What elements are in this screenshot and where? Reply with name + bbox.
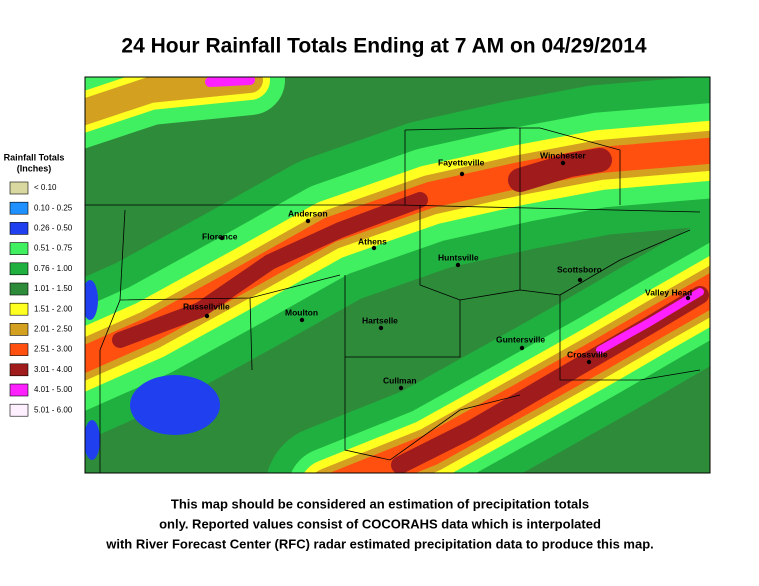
city-label: Winchester (540, 150, 586, 160)
blue-area (85, 280, 98, 320)
legend-label: 0.26 - 0.50 (34, 224, 73, 233)
legend-swatch (9, 363, 29, 377)
city-dot (560, 160, 566, 166)
title: 24 Hour Rainfall Totals Ending at 7 AM o… (121, 35, 646, 58)
band-magenta (596, 288, 704, 354)
legend-label: 3.01 - 4.00 (34, 365, 73, 374)
city-label: Hartselle (362, 315, 398, 325)
legend-label: 0.76 - 1.00 (34, 264, 73, 273)
legend-swatch (9, 242, 29, 255)
legend-title: Rainfall Totals (4, 152, 65, 162)
legend-title: (Inches) (17, 163, 52, 173)
band-dark-red (112, 192, 428, 348)
city-label: Valley Head (645, 287, 692, 297)
legend-label: < 0.10 (34, 183, 57, 192)
city-label: Crossville (567, 349, 608, 359)
city-dot (685, 295, 691, 301)
legend-swatch (9, 383, 29, 397)
city-label: Russellville (183, 301, 230, 311)
city-label: Anderson (288, 208, 328, 218)
legend-swatch (9, 282, 29, 296)
city-dot (586, 359, 592, 365)
city-dot (299, 317, 305, 323)
blue-area (130, 375, 220, 435)
legend-label: 0.51 - 0.75 (34, 244, 73, 253)
city-label: Athens (358, 236, 387, 246)
city-label: Guntersville (496, 334, 545, 344)
city-dot (519, 345, 525, 351)
city-dot (371, 245, 377, 251)
county-border (344, 275, 521, 461)
band-dark-red (508, 148, 612, 192)
legend-swatch (9, 403, 29, 417)
city-label: Moulton (285, 307, 318, 317)
county-border (345, 300, 461, 358)
legend: Rainfall Totals(Inches) < 0.10 0.10 - 0.25… (4, 152, 73, 417)
city-dot (398, 385, 404, 391)
legend-swatch (9, 262, 29, 276)
city-label: Fayetteville (438, 157, 485, 167)
legend-label: 2.51 - 3.00 (34, 345, 73, 354)
city-dot (459, 171, 465, 177)
legend-swatch (9, 343, 29, 356)
legend-label: 1.01 - 1.50 (34, 284, 73, 293)
map-frame (84, 76, 711, 474)
city-label: Florence (202, 231, 238, 241)
footer-line: only. Reported values consist of COCORAH… (159, 516, 601, 531)
county-border (419, 205, 521, 301)
footer-line: with River Forecast Center (RFC) radar e… (105, 536, 654, 551)
legend-swatch (9, 201, 29, 215)
legend-label: 1.51 - 2.00 (34, 304, 73, 313)
legend-label: 2.01 - 2.50 (34, 325, 73, 334)
county-border (559, 229, 691, 296)
legend-swatch (9, 323, 29, 336)
city-label: Huntsville (438, 252, 479, 262)
legend-swatch (9, 181, 29, 195)
city-dot (204, 313, 210, 319)
legend-label: 5.01 - 6.00 (34, 405, 73, 414)
footer: This map should be considered an estimat… (105, 496, 654, 551)
county-border (519, 289, 701, 381)
legend-label: 0.10 - 0.25 (34, 203, 73, 212)
blue-area (85, 420, 100, 460)
city-dot (455, 262, 461, 268)
city-label: Cullman (383, 375, 417, 385)
map: Fayetteville Winchester Anderson Florence At… (85, 77, 710, 473)
county-border (85, 204, 701, 213)
city-dot (378, 325, 384, 331)
legend-swatch (9, 302, 29, 316)
legend-label: 4.01 - 5.00 (34, 385, 73, 394)
city-label: Scottsboro (557, 264, 602, 274)
band-magenta (205, 77, 255, 87)
footer-line: This map should be considered an estimat… (171, 496, 589, 511)
city-dot (305, 218, 311, 224)
legend-swatch (9, 222, 29, 235)
county-border (249, 297, 253, 371)
city-dot (219, 235, 225, 241)
county-border (404, 127, 621, 205)
city-dot (577, 277, 583, 283)
